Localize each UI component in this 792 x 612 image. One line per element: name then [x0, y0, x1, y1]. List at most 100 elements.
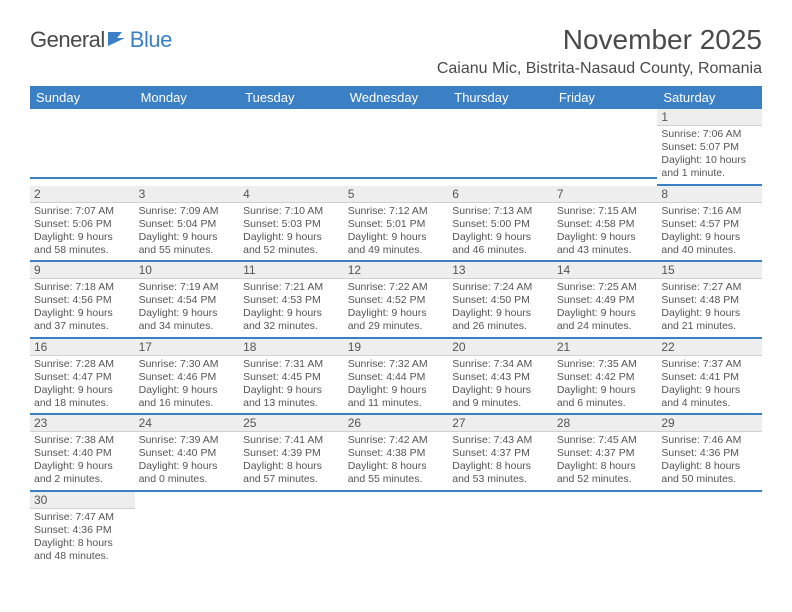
sunset-text: Sunset: 4:48 PM	[661, 294, 758, 307]
sunset-text: Sunset: 4:53 PM	[243, 294, 340, 307]
day-body: Sunrise: 7:12 AMSunset: 5:01 PMDaylight:…	[344, 203, 449, 263]
weekday-header: Friday	[553, 86, 658, 109]
day-body: Sunrise: 7:16 AMSunset: 4:57 PMDaylight:…	[657, 203, 762, 263]
calendar-cell: 18Sunrise: 7:31 AMSunset: 4:45 PMDayligh…	[239, 339, 344, 416]
logo-text-2: Blue	[130, 27, 172, 53]
day-number: 7	[553, 186, 658, 203]
day-number: 13	[448, 262, 553, 279]
sunset-text: Sunset: 4:46 PM	[139, 371, 236, 384]
sunset-text: Sunset: 4:45 PM	[243, 371, 340, 384]
logo: General Blue	[30, 27, 172, 53]
calendar-cell: 22Sunrise: 7:37 AMSunset: 4:41 PMDayligh…	[657, 339, 762, 416]
calendar-cell: 10Sunrise: 7:19 AMSunset: 4:54 PMDayligh…	[135, 262, 240, 339]
sunset-text: Sunset: 4:37 PM	[557, 447, 654, 460]
sunrise-text: Sunrise: 7:45 AM	[557, 434, 654, 447]
daylight-text: Daylight: 9 hours and 16 minutes.	[139, 384, 236, 410]
daylight-text: Daylight: 9 hours and 2 minutes.	[34, 460, 131, 486]
day-body: Sunrise: 7:39 AMSunset: 4:40 PMDaylight:…	[135, 432, 240, 492]
sunset-text: Sunset: 4:50 PM	[452, 294, 549, 307]
calendar-cell	[553, 109, 658, 186]
calendar-cell	[344, 109, 449, 186]
sunrise-text: Sunrise: 7:30 AM	[139, 358, 236, 371]
day-body: Sunrise: 7:28 AMSunset: 4:47 PMDaylight:…	[30, 356, 135, 416]
daylight-text: Daylight: 9 hours and 29 minutes.	[348, 307, 445, 333]
sunset-text: Sunset: 4:57 PM	[661, 218, 758, 231]
sunrise-text: Sunrise: 7:31 AM	[243, 358, 340, 371]
sunrise-text: Sunrise: 7:27 AM	[661, 281, 758, 294]
day-number: 12	[344, 262, 449, 279]
sunset-text: Sunset: 5:04 PM	[139, 218, 236, 231]
day-number: 11	[239, 262, 344, 279]
sunrise-text: Sunrise: 7:24 AM	[452, 281, 549, 294]
day-body: Sunrise: 7:25 AMSunset: 4:49 PMDaylight:…	[553, 279, 658, 339]
day-number: 20	[448, 339, 553, 356]
day-number: 21	[553, 339, 658, 356]
day-body: Sunrise: 7:47 AMSunset: 4:36 PMDaylight:…	[30, 509, 135, 567]
day-body: Sunrise: 7:43 AMSunset: 4:37 PMDaylight:…	[448, 432, 553, 492]
day-body: Sunrise: 7:27 AMSunset: 4:48 PMDaylight:…	[657, 279, 762, 339]
daylight-text: Daylight: 9 hours and 9 minutes.	[452, 384, 549, 410]
sunrise-text: Sunrise: 7:39 AM	[139, 434, 236, 447]
sunrise-text: Sunrise: 7:21 AM	[243, 281, 340, 294]
day-number: 8	[657, 186, 762, 203]
daylight-text: Daylight: 9 hours and 46 minutes.	[452, 231, 549, 257]
calendar-cell: 24Sunrise: 7:39 AMSunset: 4:40 PMDayligh…	[135, 415, 240, 492]
flag-icon	[107, 27, 129, 53]
sunrise-text: Sunrise: 7:38 AM	[34, 434, 131, 447]
sunset-text: Sunset: 5:03 PM	[243, 218, 340, 231]
sunrise-text: Sunrise: 7:10 AM	[243, 205, 340, 218]
sunrise-text: Sunrise: 7:46 AM	[661, 434, 758, 447]
logo-text-1: General	[30, 27, 105, 53]
day-body: Sunrise: 7:24 AMSunset: 4:50 PMDaylight:…	[448, 279, 553, 339]
day-number: 23	[30, 415, 135, 432]
daylight-text: Daylight: 9 hours and 24 minutes.	[557, 307, 654, 333]
sunrise-text: Sunrise: 7:16 AM	[661, 205, 758, 218]
daylight-text: Daylight: 9 hours and 32 minutes.	[243, 307, 340, 333]
daylight-text: Daylight: 9 hours and 4 minutes.	[661, 384, 758, 410]
calendar-cell: 12Sunrise: 7:22 AMSunset: 4:52 PMDayligh…	[344, 262, 449, 339]
calendar-cell: 20Sunrise: 7:34 AMSunset: 4:43 PMDayligh…	[448, 339, 553, 416]
weekday-header: Sunday	[30, 86, 135, 109]
day-number: 3	[135, 186, 240, 203]
day-body: Sunrise: 7:45 AMSunset: 4:37 PMDaylight:…	[553, 432, 658, 492]
calendar-cell: 6Sunrise: 7:13 AMSunset: 5:00 PMDaylight…	[448, 186, 553, 263]
day-body: Sunrise: 7:35 AMSunset: 4:42 PMDaylight:…	[553, 356, 658, 416]
calendar-cell	[135, 492, 240, 567]
day-body: Sunrise: 7:30 AMSunset: 4:46 PMDaylight:…	[135, 356, 240, 416]
calendar-cell: 28Sunrise: 7:45 AMSunset: 4:37 PMDayligh…	[553, 415, 658, 492]
day-number: 5	[344, 186, 449, 203]
day-number: 30	[30, 492, 135, 509]
weekday-header: Wednesday	[344, 86, 449, 109]
sunrise-text: Sunrise: 7:28 AM	[34, 358, 131, 371]
day-body: Sunrise: 7:07 AMSunset: 5:06 PMDaylight:…	[30, 203, 135, 263]
sunset-text: Sunset: 4:54 PM	[139, 294, 236, 307]
sunrise-text: Sunrise: 7:32 AM	[348, 358, 445, 371]
day-number: 27	[448, 415, 553, 432]
sunrise-text: Sunrise: 7:42 AM	[348, 434, 445, 447]
weekday-header: Tuesday	[239, 86, 344, 109]
day-body: Sunrise: 7:46 AMSunset: 4:36 PMDaylight:…	[657, 432, 762, 492]
calendar-cell: 17Sunrise: 7:30 AMSunset: 4:46 PMDayligh…	[135, 339, 240, 416]
daylight-text: Daylight: 9 hours and 43 minutes.	[557, 231, 654, 257]
calendar-cell: 16Sunrise: 7:28 AMSunset: 4:47 PMDayligh…	[30, 339, 135, 416]
calendar-cell	[344, 492, 449, 567]
day-number: 29	[657, 415, 762, 432]
daylight-text: Daylight: 9 hours and 26 minutes.	[452, 307, 549, 333]
daylight-text: Daylight: 8 hours and 55 minutes.	[348, 460, 445, 486]
day-body: Sunrise: 7:21 AMSunset: 4:53 PMDaylight:…	[239, 279, 344, 339]
sunset-text: Sunset: 4:39 PM	[243, 447, 340, 460]
calendar-cell: 2Sunrise: 7:07 AMSunset: 5:06 PMDaylight…	[30, 186, 135, 263]
day-number: 6	[448, 186, 553, 203]
day-body: Sunrise: 7:32 AMSunset: 4:44 PMDaylight:…	[344, 356, 449, 416]
day-number: 2	[30, 186, 135, 203]
day-number: 19	[344, 339, 449, 356]
sunset-text: Sunset: 4:43 PM	[452, 371, 549, 384]
calendar-cell	[448, 492, 553, 567]
calendar-cell: 15Sunrise: 7:27 AMSunset: 4:48 PMDayligh…	[657, 262, 762, 339]
day-body: Sunrise: 7:18 AMSunset: 4:56 PMDaylight:…	[30, 279, 135, 339]
calendar-cell: 23Sunrise: 7:38 AMSunset: 4:40 PMDayligh…	[30, 415, 135, 492]
sunset-text: Sunset: 4:47 PM	[34, 371, 131, 384]
day-number: 10	[135, 262, 240, 279]
sunset-text: Sunset: 4:41 PM	[661, 371, 758, 384]
day-number: 18	[239, 339, 344, 356]
